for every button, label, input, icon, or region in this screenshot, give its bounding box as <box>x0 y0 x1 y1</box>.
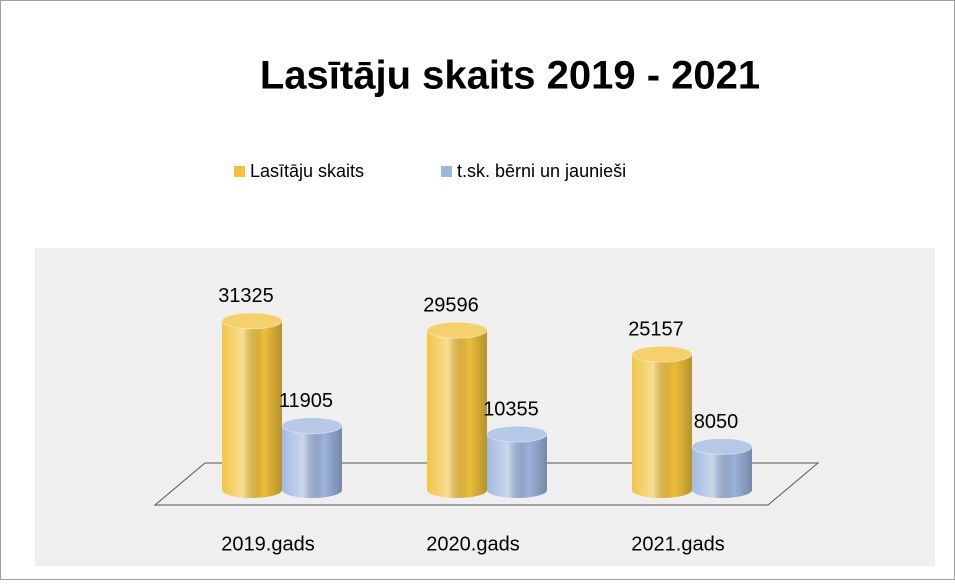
cylinder-top-shade <box>632 346 692 363</box>
data-label: 29596 <box>423 294 479 316</box>
cylinder-top-shade <box>282 417 342 434</box>
cylinder-shade <box>632 354 692 498</box>
cylinder-top <box>631 345 693 363</box>
floor <box>153 462 820 506</box>
data-label: 10355 <box>483 398 539 420</box>
data-label: 25157 <box>628 318 684 340</box>
cylinder-top-shade <box>427 322 487 339</box>
cylinder-top <box>221 312 283 330</box>
legend-swatch <box>441 166 452 177</box>
cylinder-top-shade <box>222 312 282 329</box>
legend-label: Lasītāju skaits <box>250 161 364 181</box>
x-tick-label: 2020.gads <box>426 533 519 555</box>
data-label: 31325 <box>218 285 274 307</box>
legend: Lasītāju skaits t.sk. bērni un jaunieši <box>234 161 626 181</box>
cylinder-top <box>691 438 753 456</box>
legend-swatch <box>234 166 245 177</box>
data-label: 11905 <box>279 390 333 412</box>
cylinder-top-shade <box>692 438 752 455</box>
bars: 31325 11905 29596 10355 25157 8050 <box>218 285 753 498</box>
cylinder-shade <box>427 330 487 498</box>
chart-title: Lasītāju skaits 2019 - 2021 <box>260 54 760 98</box>
x-tick-label: 2019.gads <box>221 533 314 555</box>
cylinder-shade <box>282 425 342 498</box>
cylinder-top <box>486 425 548 443</box>
cylinder-top <box>281 417 343 435</box>
cylinder-top <box>426 321 488 339</box>
cylinder-top-shade <box>487 426 547 443</box>
cylinder-shade <box>222 320 282 498</box>
legend-label: t.sk. bērni un jaunieši <box>457 161 626 181</box>
data-label: 8050 <box>694 411 739 433</box>
cylinder-shade <box>692 446 752 498</box>
x-tick-label: 2021.gads <box>631 533 724 555</box>
cylinder-shade <box>487 434 547 498</box>
